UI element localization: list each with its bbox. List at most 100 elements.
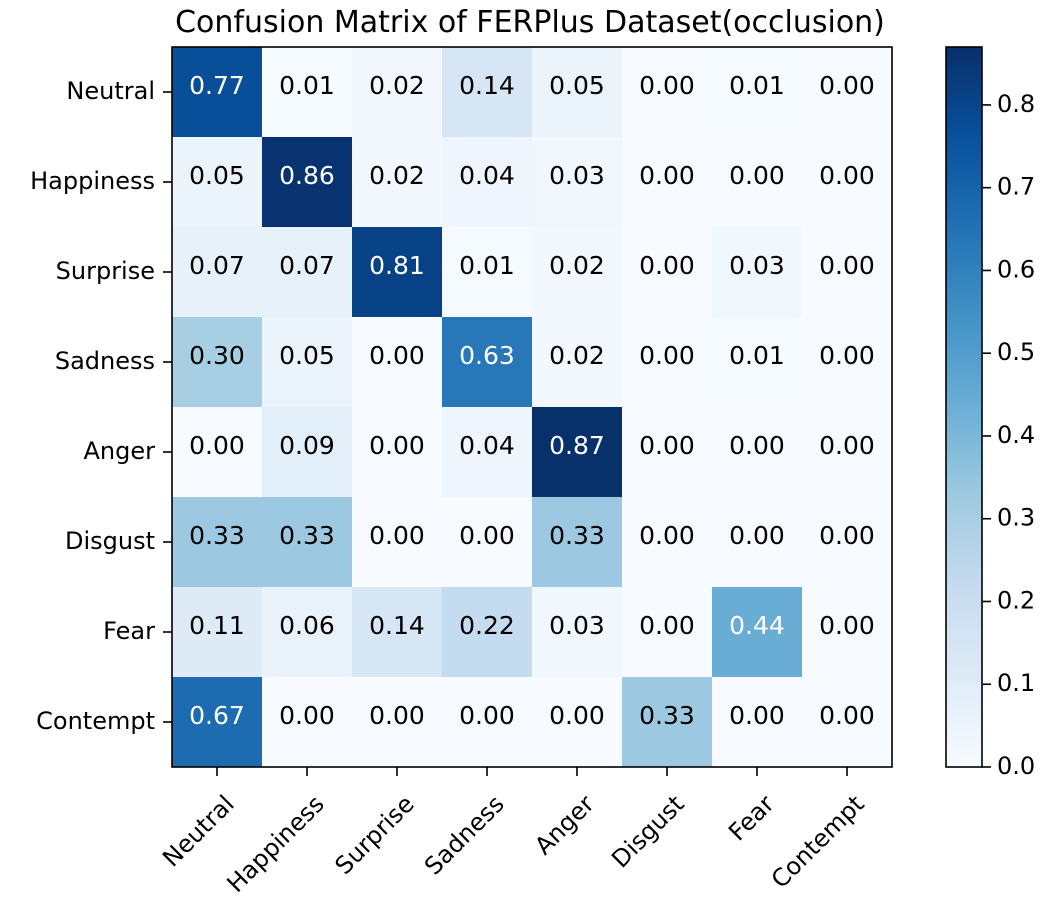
x-tick-label: Disgust bbox=[606, 790, 689, 873]
heatmap-cell bbox=[802, 677, 892, 767]
cell-value-label: 0.00 bbox=[819, 161, 875, 190]
heatmap-cell bbox=[532, 317, 622, 407]
cell-value-label: 0.00 bbox=[459, 521, 515, 550]
heatmap-cell bbox=[172, 677, 262, 767]
cell-value-label: 0.01 bbox=[459, 251, 515, 280]
colorbar-tick-label: 0.7 bbox=[997, 173, 1035, 201]
cell-value-label: 0.00 bbox=[819, 521, 875, 550]
cell-value-label: 0.00 bbox=[639, 71, 695, 100]
cell-value-label: 0.67 bbox=[189, 701, 245, 730]
cell-value-label: 0.33 bbox=[189, 521, 245, 550]
heatmap-cell bbox=[712, 677, 802, 767]
heatmap-cell bbox=[352, 47, 442, 137]
cell-value-label: 0.02 bbox=[549, 251, 605, 280]
cell-value-label: 0.01 bbox=[729, 341, 785, 370]
cell-value-label: 0.44 bbox=[729, 611, 785, 640]
heatmap-cell bbox=[802, 227, 892, 317]
x-tick-label: Fear bbox=[723, 790, 780, 847]
cell-value-label: 0.33 bbox=[279, 521, 335, 550]
cell-value-label: 0.00 bbox=[459, 701, 515, 730]
heatmap: 0.77 0.01 0.02 0.14 0.05 0.00 0.01 0.00 0.05 0.86… bbox=[30, 46, 893, 898]
cell-value-label: 0.00 bbox=[279, 701, 335, 730]
heatmap-cell bbox=[532, 407, 622, 497]
cell-value-label: 0.00 bbox=[369, 521, 425, 550]
cell-value-label: 0.87 bbox=[549, 431, 605, 460]
cell-value-label: 0.05 bbox=[279, 341, 335, 370]
cell-value-label: 0.00 bbox=[369, 701, 425, 730]
cell-value-label: 0.22 bbox=[459, 611, 515, 640]
cell-value-label: 0.04 bbox=[459, 161, 515, 190]
cell-value-label: 0.63 bbox=[459, 341, 515, 370]
colorbar-tick-label: 0.2 bbox=[997, 586, 1035, 614]
cell-value-label: 0.05 bbox=[189, 161, 245, 190]
cell-value-label: 0.07 bbox=[189, 251, 245, 280]
cell-value-label: 0.14 bbox=[369, 611, 425, 640]
cell-value-label: 0.01 bbox=[279, 71, 335, 100]
heatmap-cell bbox=[352, 587, 442, 677]
heatmap-cell bbox=[262, 227, 352, 317]
heatmap-cell bbox=[712, 317, 802, 407]
heatmap-cell bbox=[352, 497, 442, 587]
cell-value-label: 0.03 bbox=[729, 251, 785, 280]
heatmap-cell bbox=[172, 227, 262, 317]
heatmap-cell bbox=[622, 47, 712, 137]
heatmap-cell bbox=[262, 137, 352, 227]
heatmap-cell bbox=[712, 227, 802, 317]
heatmap-cell bbox=[262, 407, 352, 497]
y-tick-label: Surprise bbox=[56, 257, 155, 285]
heatmap-cell bbox=[532, 47, 622, 137]
heatmap-cell bbox=[712, 587, 802, 677]
cell-value-label: 0.02 bbox=[549, 341, 605, 370]
heatmap-cell bbox=[802, 497, 892, 587]
heatmap-cell bbox=[802, 137, 892, 227]
cell-value-label: 0.00 bbox=[819, 701, 875, 730]
cell-value-label: 0.06 bbox=[279, 611, 335, 640]
cell-value-label: 0.03 bbox=[549, 161, 605, 190]
y-tick-label: Sadness bbox=[55, 347, 155, 375]
heatmap-cell bbox=[442, 137, 532, 227]
heatmap-cell bbox=[352, 407, 442, 497]
heatmap-cell bbox=[712, 137, 802, 227]
cell-value-label: 0.00 bbox=[639, 431, 695, 460]
x-tick-label: Sadness bbox=[419, 790, 510, 881]
heatmap-cell bbox=[172, 497, 262, 587]
cell-value-label: 0.02 bbox=[369, 161, 425, 190]
cell-value-label: 0.11 bbox=[189, 611, 245, 640]
heatmap-cell bbox=[172, 47, 262, 137]
cell-value-label: 0.00 bbox=[189, 431, 245, 460]
cell-value-label: 0.03 bbox=[549, 611, 605, 640]
heatmap-cell bbox=[442, 407, 532, 497]
heatmap-cell bbox=[622, 677, 712, 767]
y-tick-label: Neutral bbox=[66, 77, 155, 105]
heatmap-cell bbox=[442, 497, 532, 587]
heatmap-cell bbox=[172, 317, 262, 407]
colorbar-tick-label: 0.6 bbox=[997, 255, 1035, 283]
cell-value-label: 0.00 bbox=[819, 251, 875, 280]
heatmap-cell bbox=[622, 317, 712, 407]
heatmap-cell bbox=[622, 407, 712, 497]
heatmap-cell bbox=[442, 227, 532, 317]
heatmap-cell bbox=[352, 677, 442, 767]
cell-value-label: 0.07 bbox=[279, 251, 335, 280]
heatmap-cell bbox=[172, 407, 262, 497]
heatmap-cell bbox=[532, 137, 622, 227]
heatmap-cell bbox=[622, 587, 712, 677]
heatmap-cell bbox=[442, 677, 532, 767]
heatmap-cell bbox=[442, 317, 532, 407]
heatmap-cell bbox=[352, 137, 442, 227]
cell-value-label: 0.09 bbox=[279, 431, 335, 460]
x-tick-label: Happiness bbox=[222, 790, 330, 898]
cell-value-label: 0.00 bbox=[819, 71, 875, 100]
plot-frame bbox=[171, 46, 893, 768]
heatmap-cell bbox=[802, 587, 892, 677]
heatmap-cell bbox=[802, 317, 892, 407]
cell-value-label: 0.77 bbox=[189, 71, 245, 100]
heatmap-cell bbox=[262, 677, 352, 767]
x-tick-label: Neutral bbox=[157, 790, 239, 872]
cell-value-label: 0.00 bbox=[639, 521, 695, 550]
cell-value-label: 0.00 bbox=[819, 611, 875, 640]
heatmap-cell bbox=[172, 137, 262, 227]
cell-value-label: 0.00 bbox=[639, 611, 695, 640]
colorbar-tick-label: 0.1 bbox=[997, 669, 1035, 697]
